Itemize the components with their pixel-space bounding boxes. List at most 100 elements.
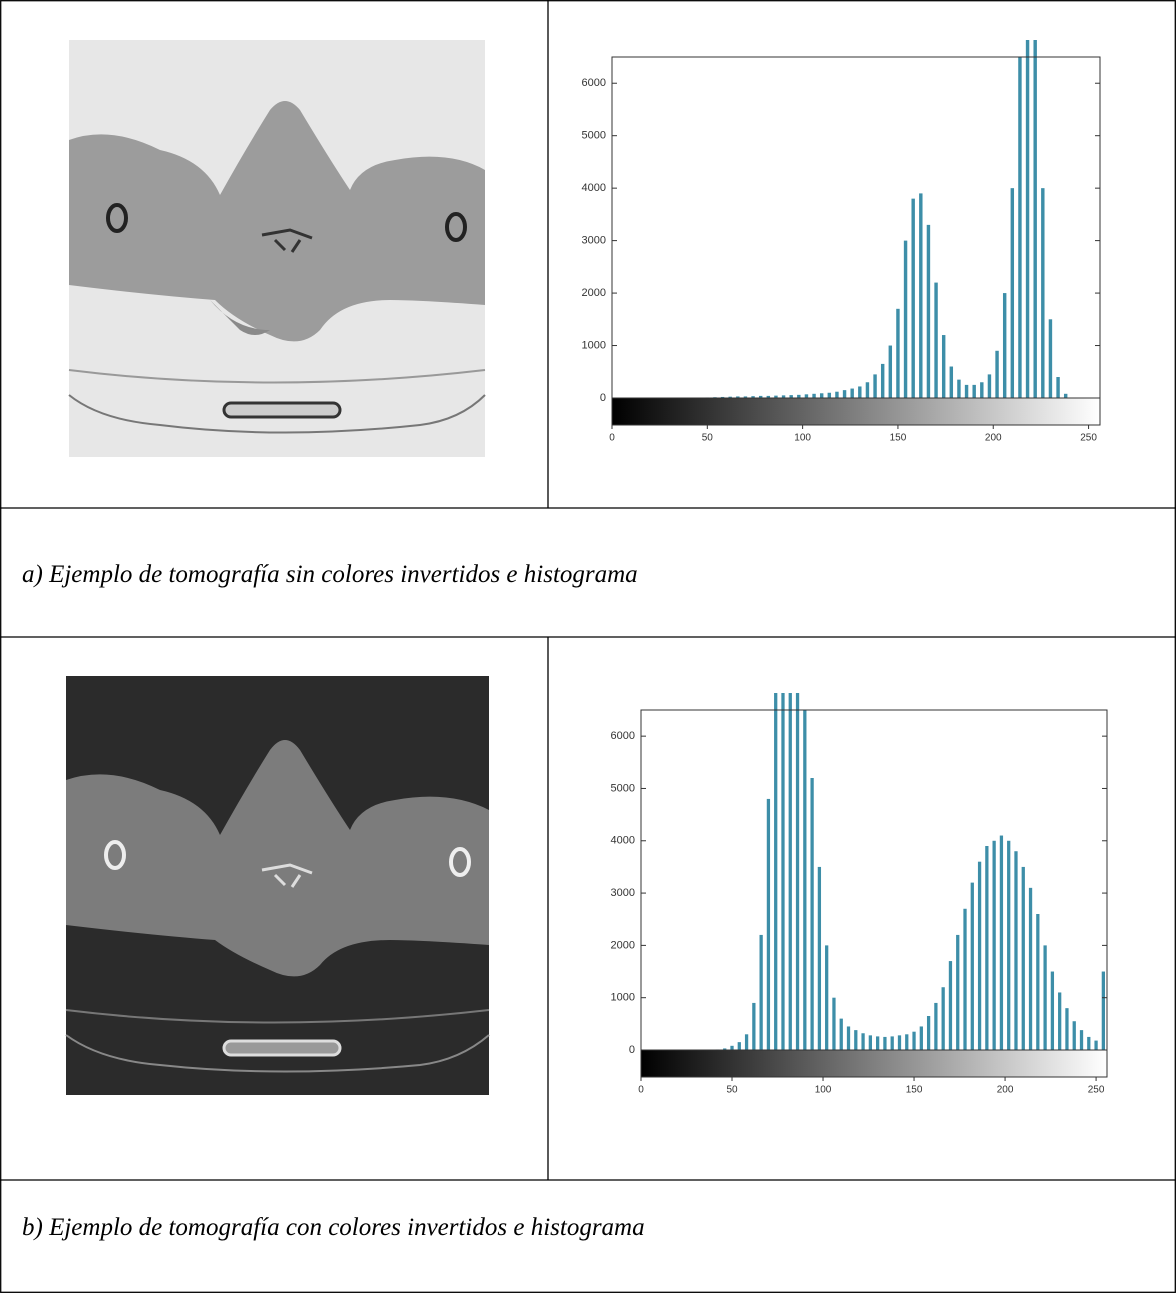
bar xyxy=(850,389,853,398)
bar xyxy=(889,346,892,398)
bar xyxy=(767,799,770,1050)
bar xyxy=(891,1036,894,1050)
y-tick-label: 0 xyxy=(600,392,606,404)
bar xyxy=(861,1033,864,1050)
x-tick-label: 150 xyxy=(890,433,907,444)
y-tick-label: 1000 xyxy=(582,339,606,351)
bar xyxy=(1007,841,1010,1050)
bar xyxy=(1043,945,1046,1050)
bar xyxy=(1014,851,1017,1050)
ct-image xyxy=(69,40,485,457)
bar xyxy=(898,1035,901,1050)
bar xyxy=(1003,293,1006,398)
bar xyxy=(985,846,988,1050)
bar xyxy=(1022,867,1025,1050)
y-tick-label: 2000 xyxy=(611,939,635,951)
bar xyxy=(818,867,821,1050)
bar xyxy=(803,710,806,1050)
x-tick-label: 0 xyxy=(638,1085,644,1096)
bar xyxy=(972,385,975,398)
bar xyxy=(995,351,998,398)
y-tick-label: 0 xyxy=(629,1044,635,1056)
bar xyxy=(832,998,835,1050)
bar xyxy=(752,1003,755,1050)
bar xyxy=(980,382,983,398)
bar xyxy=(978,862,981,1050)
bar xyxy=(1094,1041,1097,1050)
y-tick-label: 4000 xyxy=(611,835,635,847)
y-tick-label: 3000 xyxy=(582,235,606,247)
bar xyxy=(738,1042,741,1050)
ct-image xyxy=(66,676,489,1095)
bar xyxy=(854,1030,857,1050)
bar xyxy=(1064,394,1067,398)
bar xyxy=(1033,31,1036,398)
bar xyxy=(993,841,996,1050)
x-tick-label: 100 xyxy=(794,433,811,444)
bar xyxy=(1087,1037,1090,1050)
bar xyxy=(927,225,930,398)
bar xyxy=(896,309,899,398)
bar xyxy=(835,392,838,398)
colorbar xyxy=(641,1050,1107,1077)
bar xyxy=(1029,888,1032,1050)
bar xyxy=(789,553,792,1050)
bar xyxy=(840,1019,843,1050)
bar xyxy=(876,1036,879,1050)
bar xyxy=(904,241,907,398)
bar xyxy=(911,199,914,398)
bar xyxy=(971,883,974,1050)
bar xyxy=(934,1003,937,1050)
bar xyxy=(866,382,869,398)
bar xyxy=(919,193,922,398)
bar xyxy=(957,380,960,398)
bar xyxy=(1000,836,1003,1050)
y-tick-label: 4000 xyxy=(582,182,606,194)
bar xyxy=(883,1037,886,1050)
x-tick-label: 250 xyxy=(1080,433,1097,444)
bar xyxy=(774,658,777,1050)
bar xyxy=(920,1026,923,1050)
bar xyxy=(942,335,945,398)
bar xyxy=(730,1046,733,1050)
y-tick-label: 2000 xyxy=(582,287,606,299)
x-tick-label: 250 xyxy=(1088,1085,1105,1096)
bar xyxy=(847,1026,850,1050)
caption: a) Ejemplo de tomografía sin colores inv… xyxy=(22,561,638,588)
x-tick-label: 150 xyxy=(906,1085,923,1096)
bar xyxy=(942,987,945,1050)
x-tick-label: 0 xyxy=(609,433,615,444)
bars xyxy=(698,0,1067,398)
x-tick-label: 200 xyxy=(997,1085,1014,1096)
y-tick-label: 1000 xyxy=(611,992,635,1004)
bar xyxy=(805,394,808,398)
bar xyxy=(934,283,937,398)
y-tick-label: 5000 xyxy=(582,130,606,142)
bar xyxy=(988,374,991,398)
y-tick-label: 6000 xyxy=(611,730,635,742)
y-tick-label: 5000 xyxy=(611,782,635,794)
x-tick-label: 50 xyxy=(702,433,714,444)
bar xyxy=(781,579,784,1050)
bar xyxy=(1041,188,1044,398)
bar xyxy=(1049,319,1052,398)
x-tick-label: 50 xyxy=(726,1085,738,1096)
bar xyxy=(828,393,831,398)
bar xyxy=(912,1032,915,1050)
bar xyxy=(965,385,968,398)
bar xyxy=(869,1035,872,1050)
bar xyxy=(1056,377,1059,398)
bar xyxy=(1080,1030,1083,1050)
bar xyxy=(1058,992,1061,1050)
bar xyxy=(873,374,876,398)
bar xyxy=(950,367,953,398)
y-tick-label: 3000 xyxy=(611,887,635,899)
bar xyxy=(1102,972,1105,1050)
bar xyxy=(927,1016,930,1050)
bar xyxy=(796,605,799,1050)
